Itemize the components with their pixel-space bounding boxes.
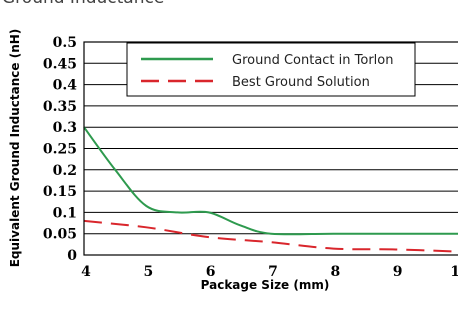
- x-tick-label: 8: [330, 264, 340, 280]
- y-tick-label: 0.5: [53, 35, 77, 51]
- y-tick-label: 0.4: [53, 78, 78, 94]
- y-tick-label: 0.45: [43, 56, 77, 72]
- legend-box: [126, 42, 416, 97]
- chart-title: Ground Inductance: [2, 0, 164, 8]
- y-axis-ticks: 0 0.05 0.1 0.15 0.2 0.25 0.3 0.35 0.4 0.45 0.5: [43, 35, 77, 264]
- y-tick-label: 0.05: [43, 227, 77, 243]
- y-axis-title: Equivalent Ground Inductance (nH): [8, 29, 22, 268]
- x-tick-label: 9: [393, 264, 403, 280]
- y-tick-label: 0.3: [53, 120, 77, 136]
- legend-label-ground-contact: Ground Contact in Torlon: [232, 53, 393, 68]
- x-tick-label: 10: [450, 264, 458, 280]
- x-axis-ticks: 4 5 6 7 8 9 10: [81, 264, 458, 280]
- y-tick-label: 0.25: [43, 142, 77, 158]
- x-tick-label: 5: [143, 264, 153, 280]
- x-tick-label: 4: [81, 264, 91, 280]
- series-line-best-ground: [83, 219, 458, 253]
- series-lines: [83, 126, 458, 253]
- y-tick-label: 0.35: [43, 99, 77, 115]
- y-tick-label: 0: [67, 248, 77, 264]
- y-tick-label: 0.1: [53, 205, 77, 221]
- x-tick-label: 7: [268, 264, 278, 280]
- y-tick-label: 0.2: [53, 163, 77, 179]
- x-axis-title: Package Size (mm): [201, 278, 330, 292]
- y-tick-label: 0.15: [43, 184, 77, 200]
- legend: Ground Contact in Torlon Best Ground Sol…: [126, 42, 416, 97]
- series-line-ground-contact: [83, 126, 458, 236]
- x-tick-label: 6: [206, 264, 216, 280]
- legend-label-best-ground: Best Ground Solution: [232, 75, 370, 90]
- plot-frame: [83, 41, 458, 256]
